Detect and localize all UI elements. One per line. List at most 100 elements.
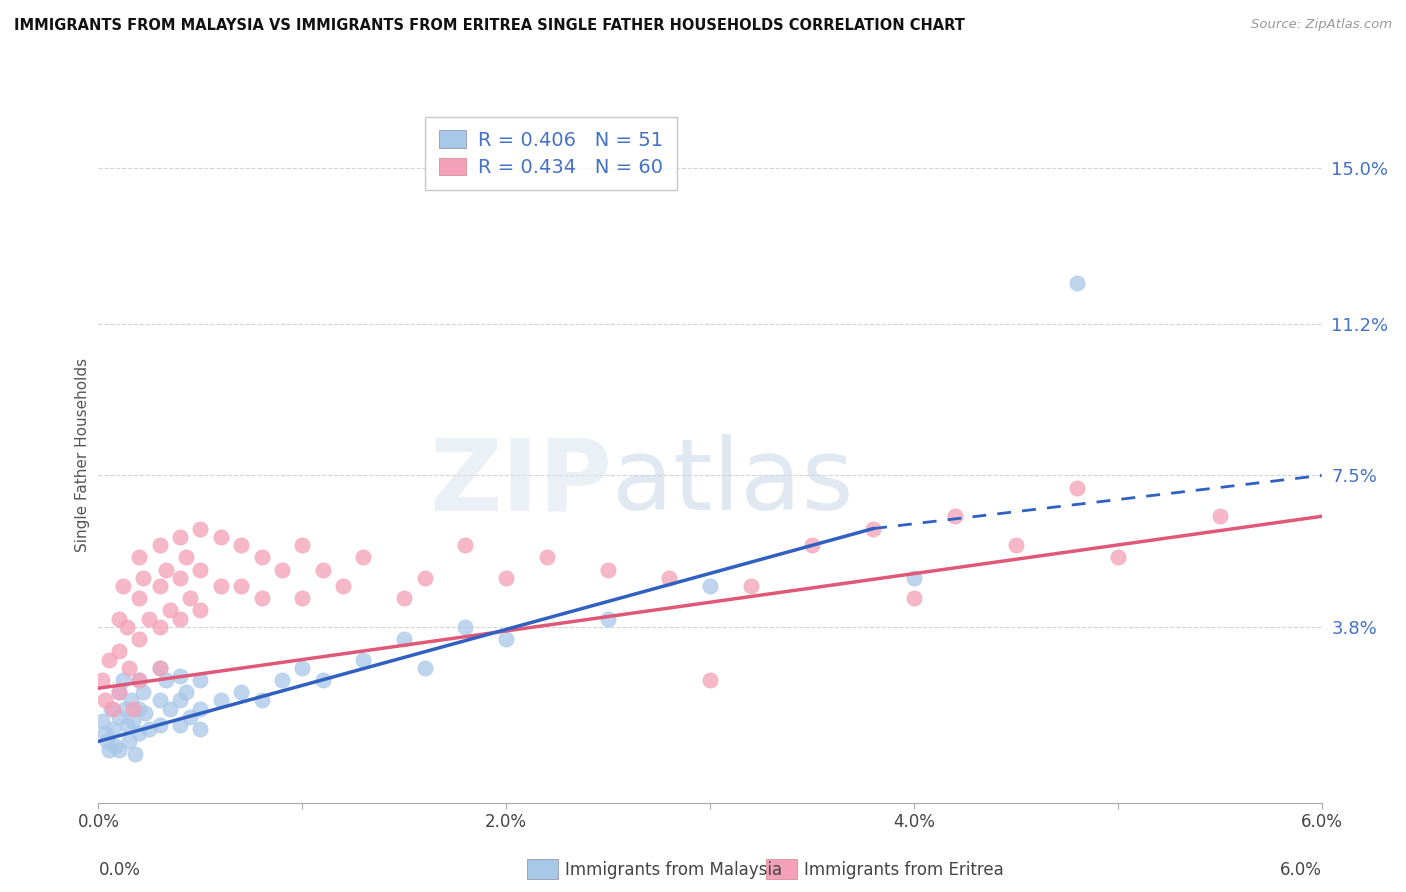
Point (149, 620, 172, 634)
Point (128, 673, 150, 687)
Point (270, 562, 292, 576)
Point (699, 673, 721, 687)
Text: atlas: atlas (612, 434, 853, 532)
Point (120, 693, 142, 707)
Point (352, 550, 374, 565)
Point (1208, 509, 1232, 524)
Point (658, 571, 681, 585)
Point (91, 714, 114, 728)
Point (209, 693, 232, 707)
Point (311, 673, 335, 687)
Point (188, 562, 212, 576)
Point (250, 693, 273, 707)
Point (169, 612, 191, 626)
Point (149, 661, 172, 675)
Point (101, 722, 124, 736)
Point (598, 612, 620, 626)
Point (943, 509, 966, 524)
Point (1066, 276, 1088, 290)
Point (124, 747, 146, 761)
Point (179, 710, 201, 724)
Point (536, 550, 558, 565)
Point (149, 579, 172, 593)
Point (118, 661, 141, 675)
Point (209, 530, 232, 544)
Point (169, 530, 191, 544)
Text: Immigrants from Eritrea: Immigrants from Eritrea (804, 861, 1004, 879)
Point (1066, 481, 1088, 495)
Point (149, 661, 172, 675)
Point (97, 652, 120, 666)
Point (392, 591, 416, 606)
Point (128, 701, 150, 715)
Point (93, 726, 115, 740)
Point (96, 734, 118, 748)
Text: ZIP: ZIP (429, 434, 612, 532)
Point (115, 620, 138, 634)
Point (108, 685, 131, 699)
Point (118, 734, 141, 748)
Point (332, 579, 354, 593)
Point (169, 718, 191, 732)
Point (862, 522, 884, 536)
Point (188, 603, 212, 617)
Point (138, 722, 160, 736)
Point (108, 742, 131, 756)
Text: Immigrants from Malaysia: Immigrants from Malaysia (565, 861, 782, 879)
Point (231, 685, 253, 699)
Point (231, 579, 253, 593)
Y-axis label: Single Father Households: Single Father Households (75, 358, 90, 552)
Point (108, 710, 131, 724)
Point (128, 550, 150, 565)
Point (495, 632, 517, 646)
Point (291, 661, 314, 675)
Point (101, 701, 124, 715)
Point (311, 562, 335, 576)
Point (699, 579, 721, 593)
Point (122, 714, 145, 728)
Point (138, 612, 160, 626)
Point (115, 718, 138, 732)
Point (903, 571, 925, 585)
Point (352, 652, 374, 666)
Point (270, 673, 292, 687)
Point (209, 579, 232, 593)
Point (108, 685, 131, 699)
Point (149, 538, 172, 552)
Point (188, 522, 212, 536)
Point (169, 571, 191, 585)
Point (108, 612, 131, 626)
Point (97, 742, 120, 756)
Point (159, 701, 181, 715)
Point (128, 726, 150, 740)
Point (903, 591, 925, 606)
Point (91, 673, 114, 687)
Point (291, 538, 314, 552)
Text: 6.0%: 6.0% (1279, 861, 1322, 879)
Point (392, 632, 416, 646)
Point (149, 718, 172, 732)
Point (169, 669, 191, 683)
Point (155, 562, 177, 576)
Point (128, 673, 150, 687)
Legend: R = 0.406   N = 51, R = 0.434   N = 60: R = 0.406 N = 51, R = 0.434 N = 60 (426, 117, 676, 191)
Point (231, 538, 253, 552)
Point (174, 550, 197, 565)
Point (495, 571, 517, 585)
Point (132, 571, 155, 585)
Point (134, 706, 156, 720)
Point (108, 644, 131, 658)
Point (740, 579, 762, 593)
Point (454, 620, 477, 634)
Point (169, 693, 191, 707)
Point (188, 701, 212, 715)
Point (179, 591, 201, 606)
Text: 0.0%: 0.0% (98, 861, 141, 879)
Point (111, 579, 134, 593)
Point (454, 538, 477, 552)
Point (1107, 550, 1129, 565)
Point (291, 591, 314, 606)
Text: IMMIGRANTS FROM MALAYSIA VS IMMIGRANTS FROM ERITREA SINGLE FATHER HOUSEHOLDS COR: IMMIGRANTS FROM MALAYSIA VS IMMIGRANTS F… (14, 18, 965, 33)
Point (413, 571, 436, 585)
Point (174, 685, 197, 699)
